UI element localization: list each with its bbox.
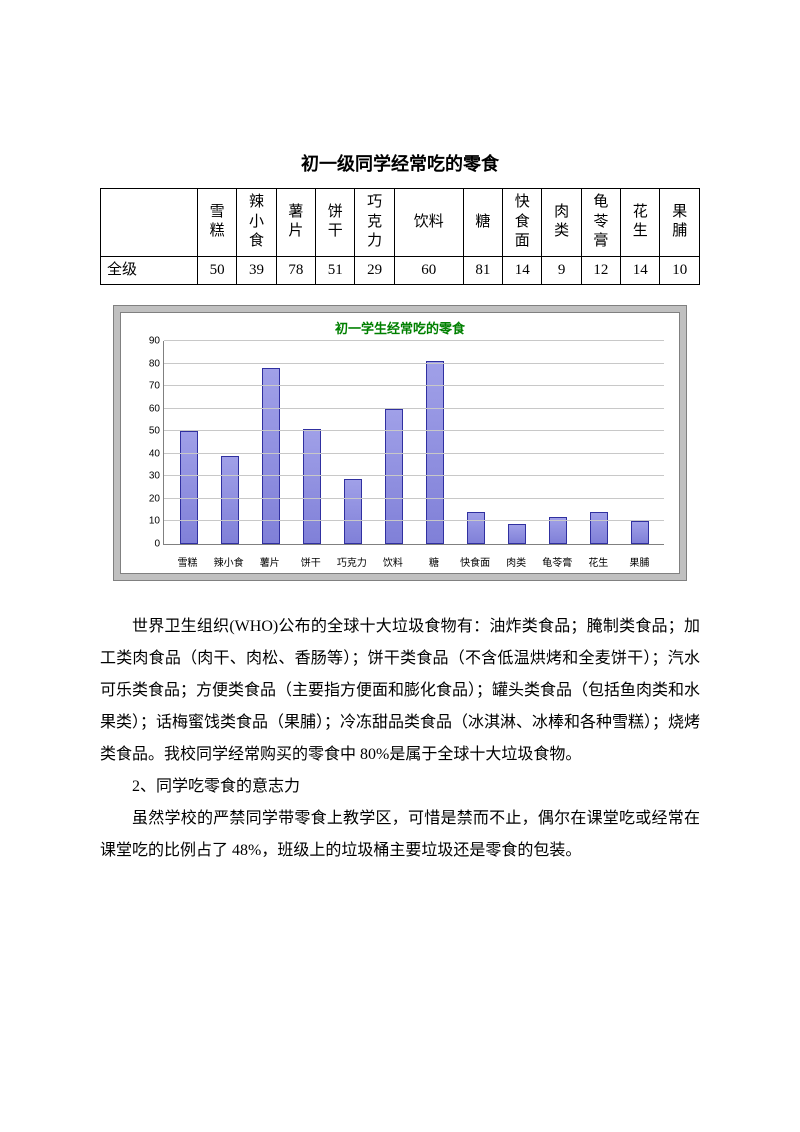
x-tick-label: 果脯 <box>619 554 660 569</box>
bar-slot <box>373 341 414 544</box>
table-col-header: 快食面 <box>503 189 542 257</box>
bar <box>303 429 321 544</box>
x-tick-label: 薯片 <box>249 554 290 569</box>
bar-slot <box>619 341 660 544</box>
paragraph-1: 世界卫生组织(WHO)公布的全球十大垃圾食物有：油炸类食品；腌制类食品；加工类肉… <box>100 611 700 771</box>
header-empty <box>101 189 198 257</box>
table-col-header: 薯片 <box>276 189 315 257</box>
bar <box>631 521 649 544</box>
table-header-row: 雪糕辣小食薯片饼干巧克力饮料糖快食面肉类龟苓膏花生果脯 <box>101 189 700 257</box>
paragraph-3: 虽然学校的严禁同学带零食上教学区，可惜是禁而不止，偶尔在课堂吃或经常在课堂吃的比… <box>100 803 700 867</box>
x-tick-label: 快食面 <box>455 554 496 569</box>
table-data-row: 全级 50397851296081149121410 <box>101 256 700 285</box>
bar-slot <box>168 341 209 544</box>
x-tick-label: 龟苓膏 <box>537 554 578 569</box>
snack-data-table: 雪糕辣小食薯片饼干巧克力饮料糖快食面肉类龟苓膏花生果脯 全级 503978512… <box>100 188 700 285</box>
table-cell: 78 <box>276 256 315 285</box>
table-cell: 51 <box>316 256 355 285</box>
chart-bars <box>164 341 664 544</box>
bar <box>508 524 526 544</box>
snack-bar-chart: 初一学生经常吃的零食 0102030405060708090 雪糕辣小食薯片饼干… <box>113 305 687 581</box>
bar <box>344 479 362 544</box>
bar-slot <box>332 341 373 544</box>
bar <box>262 368 280 544</box>
bar <box>590 512 608 544</box>
table-col-header: 饼干 <box>316 189 355 257</box>
bar <box>180 431 198 544</box>
bar-slot <box>291 341 332 544</box>
grid-line <box>164 520 664 521</box>
chart-title: 初一学生经常吃的零食 <box>121 313 679 337</box>
table-cell: 60 <box>394 256 463 285</box>
row-label-cell: 全级 <box>101 256 198 285</box>
table-cell: 50 <box>198 256 237 285</box>
x-tick-label: 饮料 <box>372 554 413 569</box>
y-tick-label: 80 <box>136 358 160 369</box>
grid-line <box>164 408 664 409</box>
x-tick-label: 雪糕 <box>167 554 208 569</box>
bar <box>467 512 485 544</box>
grid-line <box>164 340 664 341</box>
table-cell: 14 <box>503 256 542 285</box>
document-page: 初一级同学经常吃的零食 雪糕辣小食薯片饼干巧克力饮料糖快食面肉类龟苓膏花生果脯 … <box>0 0 800 927</box>
table-col-header: 辣小食 <box>237 189 276 257</box>
y-tick-label: 60 <box>136 403 160 414</box>
grid-line <box>164 430 664 431</box>
grid-line <box>164 363 664 364</box>
x-tick-label: 花生 <box>578 554 619 569</box>
y-tick-label: 40 <box>136 448 160 459</box>
bar-slot <box>414 341 455 544</box>
y-tick-label: 50 <box>136 426 160 437</box>
table-col-header: 糖 <box>463 189 502 257</box>
chart-grid: 0102030405060708090 <box>163 341 664 545</box>
page-title: 初一级同学经常吃的零食 <box>100 150 700 176</box>
y-tick-label: 90 <box>136 336 160 347</box>
bar-slot <box>496 341 537 544</box>
bar-slot <box>250 341 291 544</box>
grid-line <box>164 498 664 499</box>
grid-line <box>164 385 664 386</box>
table-cell: 10 <box>660 256 700 285</box>
bar-slot <box>537 341 578 544</box>
table-cell: 9 <box>542 256 581 285</box>
bar-slot <box>455 341 496 544</box>
grid-line <box>164 453 664 454</box>
y-tick-label: 70 <box>136 381 160 392</box>
table-col-header: 肉类 <box>542 189 581 257</box>
bar-slot <box>209 341 250 544</box>
table-col-header: 饮料 <box>394 189 463 257</box>
x-tick-label: 糖 <box>413 554 454 569</box>
body-text: 世界卫生组织(WHO)公布的全球十大垃圾食物有：油炸类食品；腌制类食品；加工类肉… <box>100 611 700 867</box>
grid-line <box>164 475 664 476</box>
table-col-header: 果脯 <box>660 189 700 257</box>
chart-x-labels: 雪糕辣小食薯片饼干巧克力饮料糖快食面肉类龟苓膏花生果脯 <box>163 554 664 569</box>
table-cell: 39 <box>237 256 276 285</box>
table-col-header: 龟苓膏 <box>581 189 620 257</box>
table-col-header: 花生 <box>621 189 660 257</box>
bar-slot <box>578 341 619 544</box>
table-col-header: 巧克力 <box>355 189 394 257</box>
y-tick-label: 30 <box>136 471 160 482</box>
x-tick-label: 巧克力 <box>331 554 372 569</box>
table-col-header: 雪糕 <box>198 189 237 257</box>
y-tick-label: 0 <box>136 539 160 550</box>
x-tick-label: 辣小食 <box>208 554 249 569</box>
y-tick-label: 10 <box>136 516 160 527</box>
x-tick-label: 饼干 <box>290 554 331 569</box>
chart-plot-area: 初一学生经常吃的零食 0102030405060708090 雪糕辣小食薯片饼干… <box>120 312 680 574</box>
table-cell: 81 <box>463 256 502 285</box>
table-cell: 12 <box>581 256 620 285</box>
paragraph-2: 2、同学吃零食的意志力 <box>100 771 700 803</box>
x-tick-label: 肉类 <box>496 554 537 569</box>
bar <box>221 456 239 544</box>
y-tick-label: 20 <box>136 493 160 504</box>
table-cell: 14 <box>621 256 660 285</box>
table-cell: 29 <box>355 256 394 285</box>
